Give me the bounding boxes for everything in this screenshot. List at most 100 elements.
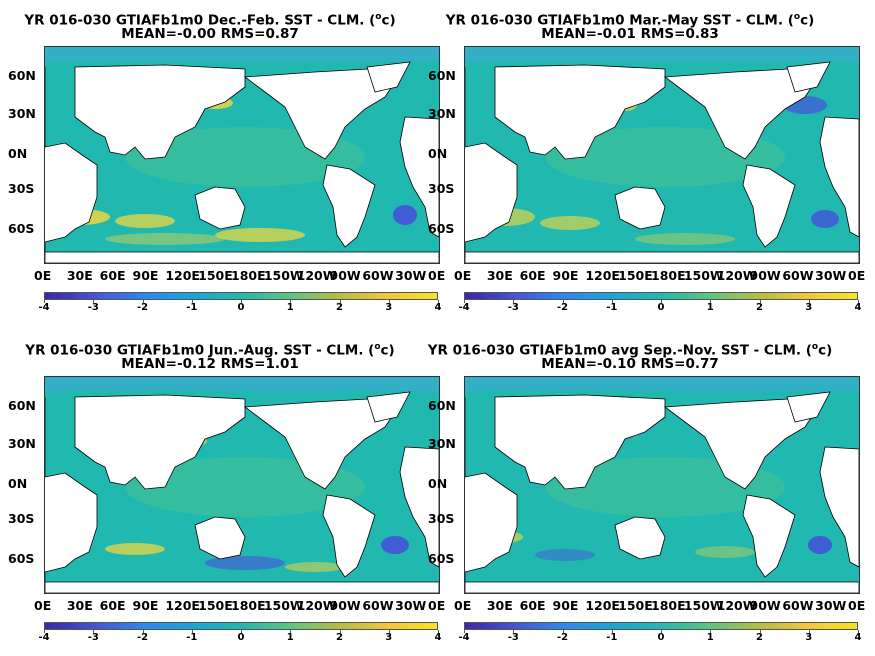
- colorbar-tick-mark: [93, 630, 95, 633]
- anomaly-region: [105, 233, 225, 245]
- longitude-tick-label: 90E: [132, 268, 159, 283]
- latitude-tick-label: 60N: [428, 68, 456, 83]
- colorbar-tick-label: 3: [805, 632, 813, 643]
- colorbar-tick-mark: [241, 630, 242, 633]
- land-mass: [494, 64, 666, 160]
- ocean-field: [465, 47, 859, 61]
- colorbar-tick-label: 0: [237, 632, 245, 643]
- anomaly-region: [205, 556, 285, 570]
- latitude-tick-label: 0N: [428, 146, 448, 161]
- title-text: YR 016-030 GTIAFb1m0 avg Sep.-Nov. SST -…: [427, 342, 812, 359]
- land-mass: [465, 251, 859, 263]
- longitude-tick-label: 60W: [782, 268, 814, 283]
- longitude-tick-label: 60E: [99, 268, 126, 283]
- colorbar-tick-label: -2: [556, 632, 569, 643]
- colorbar-tick-label: -2: [556, 302, 569, 313]
- colorbar-tick-label: 3: [385, 302, 393, 313]
- colorbar-tick-label: -3: [507, 302, 519, 313]
- colorbar-tick-label: -3: [507, 632, 519, 643]
- colorbar-tick-mark: [438, 630, 439, 633]
- latitude-tick-label: 60S: [428, 221, 455, 236]
- colorbar: [464, 292, 858, 300]
- longitude-tick-label: 150W: [263, 268, 304, 283]
- longitude-tick-label: 120E: [165, 268, 200, 283]
- colorbar-tick-label: 3: [385, 632, 393, 643]
- ocean-field: [465, 377, 859, 391]
- land-mass: [742, 494, 796, 578]
- longitude-tick-label: 0E: [848, 598, 866, 613]
- colorbar-tick-mark: [339, 630, 341, 633]
- panel-stats: MEAN=-0.10 RMS=0.77: [541, 356, 719, 372]
- longitude-tick-label: 150E: [198, 268, 233, 283]
- latitude-tick-label: 30N: [8, 106, 36, 121]
- longitude-tick-label: 0E: [454, 268, 472, 283]
- panel-stats: MEAN=-0.12 RMS=1.01: [121, 356, 299, 372]
- title-degree: o: [811, 342, 819, 352]
- longitude-tick-label: 120W: [296, 598, 337, 613]
- land-mass: [45, 251, 439, 263]
- colorbar-tick-mark: [290, 630, 292, 633]
- colorbar-tick-mark: [388, 300, 390, 303]
- longitude-tick-label: 30E: [66, 268, 93, 283]
- longitude-tick-label: 30E: [486, 268, 513, 283]
- longitude-tick-label: 90W: [329, 268, 361, 283]
- longitude-tick-label: 120E: [165, 598, 200, 613]
- longitude-tick-label: 150W: [683, 598, 724, 613]
- land-mass: [614, 516, 666, 560]
- latitude-tick-label: 60S: [428, 551, 455, 566]
- colorbar-tick-mark: [611, 630, 613, 633]
- colorbar-tick-mark: [808, 630, 810, 633]
- colorbar-tick-mark: [191, 300, 193, 303]
- colorbar-tick-label: -3: [87, 632, 99, 643]
- longitude-tick-label: 60W: [362, 598, 394, 613]
- colorbar: [44, 622, 438, 630]
- longitude-tick-label: 0E: [428, 268, 446, 283]
- colorbar-tick-mark: [388, 630, 390, 633]
- colorbar-tick-label: 0: [657, 632, 665, 643]
- title-text: YR 016-030 GTIAFb1m0 Mar.-May SST - CLM.…: [445, 12, 794, 29]
- colorbar-tick-label: 4: [854, 302, 862, 313]
- panel-title: YR 016-030 GTIAFb1m0 Dec.-Feb. SST - CLM…: [0, 9, 420, 30]
- ocean-field: [45, 377, 439, 391]
- colorbar-tick-mark: [191, 630, 193, 633]
- longitude-tick-label: 180E: [231, 598, 266, 613]
- latitude-tick-label: 0N: [8, 146, 28, 161]
- colorbar-tick-mark: [562, 300, 564, 303]
- longitude-tick-label: 150E: [618, 268, 653, 283]
- colorbar-tick-label: -4: [38, 302, 50, 313]
- latitude-tick-label: 30S: [8, 181, 35, 196]
- title-unit: c): [800, 12, 815, 29]
- colorbar-tick-label: -1: [186, 302, 198, 313]
- colorbar-tick-mark: [661, 300, 662, 303]
- longitude-tick-label: 120W: [716, 268, 757, 283]
- longitude-tick-label: 90E: [552, 598, 579, 613]
- longitude-tick-label: 30W: [395, 598, 427, 613]
- longitude-tick-label: 60E: [99, 598, 126, 613]
- anomaly-region: [115, 214, 175, 228]
- colorbar-tick-label: -4: [38, 632, 50, 643]
- land-mass: [614, 186, 666, 230]
- longitude-tick-label: 60E: [519, 268, 546, 283]
- colorbar-tick-mark: [438, 300, 439, 303]
- longitude-tick-label: 90W: [329, 598, 361, 613]
- sst-anomaly-map: [44, 376, 440, 594]
- colorbar-tick-label: -3: [87, 302, 99, 313]
- land-mass: [399, 446, 439, 568]
- land-mass: [786, 61, 831, 93]
- latitude-tick-label: 30S: [428, 181, 455, 196]
- title-unit: c): [380, 342, 395, 359]
- longitude-tick-label: 180E: [231, 268, 266, 283]
- land-mass: [74, 64, 246, 160]
- colorbar-tick-mark: [513, 300, 515, 303]
- colorbar-tick-label: 2: [336, 302, 343, 313]
- latitude-tick-label: 30N: [428, 106, 456, 121]
- longitude-tick-label: 60E: [519, 598, 546, 613]
- colorbar-tick-mark: [93, 300, 95, 303]
- anomaly-region: [695, 546, 755, 558]
- anomaly-region: [635, 233, 735, 245]
- longitude-tick-label: 30W: [815, 268, 847, 283]
- map-panel: YR 016-030 GTIAFb1m0 Dec.-Feb. SST - CLM…: [0, 0, 445, 320]
- latitude-tick-label: 60S: [8, 221, 35, 236]
- anomaly-region: [381, 536, 409, 554]
- land-mass: [819, 446, 859, 568]
